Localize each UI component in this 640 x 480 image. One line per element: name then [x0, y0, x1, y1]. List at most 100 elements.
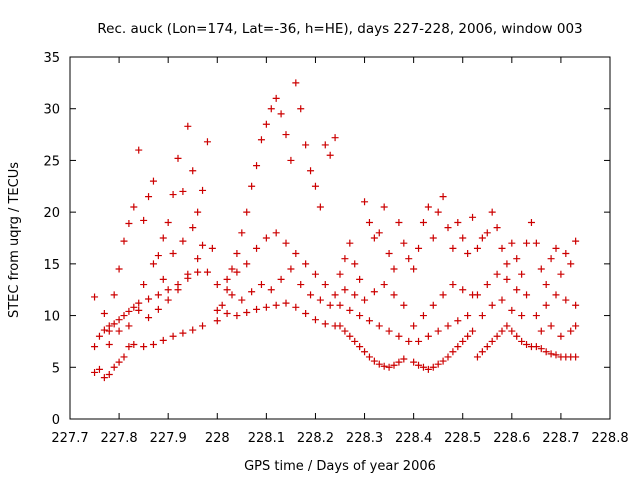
data-point-marker [316, 203, 324, 211]
data-point-marker [213, 317, 221, 325]
data-point-marker [223, 286, 231, 294]
data-point-marker [434, 327, 442, 335]
data-point-marker [179, 237, 187, 245]
data-point-marker [238, 229, 246, 237]
data-point-marker [488, 337, 496, 345]
data-point-marker [478, 348, 486, 356]
data-point-marker [346, 306, 354, 314]
x-axis-label: GPS time / Days of year 2006 [244, 459, 436, 474]
x-tick-label: 228.6 [493, 431, 530, 446]
data-point-marker [410, 358, 418, 366]
data-point-marker [473, 353, 481, 361]
data-point-marker [311, 270, 319, 278]
data-point-marker [375, 322, 383, 330]
data-point-marker [346, 239, 354, 247]
x-tick-label: 228.1 [248, 431, 285, 446]
data-point-marker [434, 360, 442, 368]
data-point-marker [154, 252, 162, 260]
data-point-marker [419, 218, 427, 226]
data-point-marker [159, 234, 167, 242]
x-tick-label: 227.7 [51, 431, 88, 446]
data-point-marker [424, 365, 432, 373]
data-point-marker [542, 281, 550, 289]
y-tick-label: 20 [43, 206, 60, 221]
data-point-marker [199, 186, 207, 194]
data-point-marker [262, 120, 270, 128]
data-point-marker [169, 332, 177, 340]
data-point-marker [567, 327, 575, 335]
data-point-marker [424, 203, 432, 211]
data-point-marker [91, 293, 99, 301]
data-point-marker [307, 291, 315, 299]
data-point-marker [542, 301, 550, 309]
data-point-marker [130, 341, 138, 349]
data-point-marker [400, 301, 408, 309]
data-point-marker [213, 306, 221, 314]
data-point-marker [375, 360, 383, 368]
data-point-marker [547, 255, 555, 263]
data-point-marker [326, 301, 334, 309]
data-point-marker [429, 234, 437, 242]
data-point-marker [365, 317, 373, 325]
data-point-marker [483, 229, 491, 237]
data-point-marker [125, 322, 133, 330]
data-point-marker [410, 322, 418, 330]
data-point-marker [557, 332, 565, 340]
data-point-marker [385, 327, 393, 335]
data-point-marker [400, 355, 408, 363]
data-point-marker [174, 286, 182, 294]
data-point-marker [390, 291, 398, 299]
data-point-marker [415, 337, 423, 345]
data-point-marker [493, 224, 501, 232]
data-point-marker [287, 265, 295, 273]
y-tick-label: 5 [52, 361, 60, 376]
data-point-marker [567, 260, 575, 268]
data-point-marker [292, 79, 300, 87]
data-point-marker [370, 288, 378, 296]
data-point-marker [105, 327, 113, 335]
data-point-marker [385, 250, 393, 258]
data-point-marker [503, 260, 511, 268]
data-point-marker [115, 358, 123, 366]
data-point-marker [179, 329, 187, 337]
data-point-marker [199, 241, 207, 249]
data-point-marker [537, 327, 545, 335]
data-point-marker [400, 239, 408, 247]
data-point-marker [513, 332, 521, 340]
data-point-marker [557, 270, 565, 278]
y-tick-label: 0 [52, 413, 60, 428]
data-point-marker [302, 260, 310, 268]
data-point-marker [572, 353, 580, 361]
data-point-marker [213, 281, 221, 289]
data-point-marker [282, 239, 290, 247]
data-point-marker [439, 291, 447, 299]
data-point-marker [135, 299, 143, 307]
data-point-marker [203, 138, 211, 146]
y-tick-label: 15 [43, 258, 60, 273]
data-point-marker [297, 105, 305, 113]
data-point-marker [189, 326, 197, 334]
data-point-marker [513, 255, 521, 263]
data-point-marker [523, 239, 531, 247]
data-point-marker [223, 310, 231, 318]
data-point-marker [248, 288, 256, 296]
data-point-marker [572, 301, 580, 309]
data-point-marker [297, 281, 305, 289]
data-point-marker [493, 270, 501, 278]
data-point-marker [164, 218, 172, 226]
y-tick-label: 30 [43, 103, 60, 118]
data-point-marker [518, 337, 526, 345]
data-point-marker [498, 244, 506, 252]
data-point-marker [307, 167, 315, 175]
data-point-marker [380, 362, 388, 370]
x-axis: 227.7 227.8 227.9 228 228.1 228.2 228.3 228.4 22… [51, 57, 629, 446]
x-tick-label: 228.4 [395, 431, 432, 446]
data-point-marker [365, 353, 373, 361]
data-point-marker [415, 361, 423, 369]
data-point-marker [169, 191, 177, 199]
data-point-marker [449, 281, 457, 289]
data-point-marker [508, 306, 516, 314]
data-point-marker [120, 312, 128, 320]
data-point-marker [223, 275, 231, 283]
